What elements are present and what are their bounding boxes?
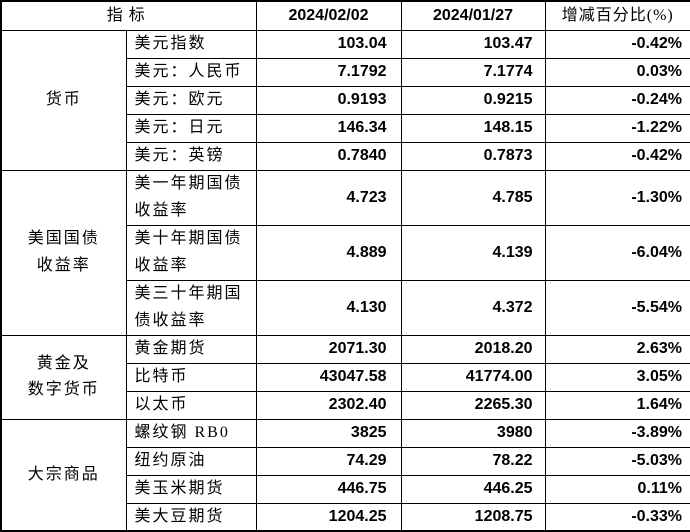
value-current: 2302.40: [255, 390, 402, 420]
table-row: 美元：英镑 0.7840 0.7873 -0.42%: [1, 141, 690, 171]
value-current: 0.7840: [255, 141, 402, 171]
row-label: 美玉米期货: [125, 474, 257, 504]
header-row: 指标 2024/02/02 2024/01/27 增减百分比(%): [0, 0, 690, 31]
group-cell-gold-and-crypto: 黄金及 数字货币: [0, 334, 127, 420]
row-label: 美元指数: [125, 29, 257, 59]
value-percent-change: 0.11%: [544, 474, 690, 504]
value-previous: 4.139: [400, 224, 546, 281]
value-percent-change: -5.54%: [544, 279, 690, 336]
value-percent-change: -0.42%: [544, 141, 690, 171]
value-previous: 103.47: [400, 29, 546, 59]
value-previous: 7.1774: [400, 57, 546, 87]
table-row: 纽约原油 74.29 78.22 -5.03%: [1, 446, 690, 476]
value-current: 1204.25: [255, 502, 402, 532]
group-cell-us-treasury-yield: 美国国债 收益率: [0, 169, 127, 336]
value-percent-change: 1.64%: [544, 390, 690, 420]
row-label: 美十年期国债 收益率: [125, 224, 257, 281]
value-previous: 3980: [400, 418, 546, 448]
value-percent-change: -0.33%: [544, 502, 690, 532]
value-previous: 446.25: [400, 474, 546, 504]
row-label: 美元：英镑: [125, 141, 257, 171]
value-previous: 148.15: [400, 113, 546, 143]
header-date-current: 2024/02/02: [255, 0, 402, 31]
value-current: 3825: [255, 418, 402, 448]
row-label: 美一年期国债 收益率: [125, 169, 257, 226]
table-row: 比特币 43047.58 41774.00 3.05%: [1, 362, 690, 392]
group-cell-currency: 货币: [0, 29, 127, 171]
table-row: 美元：人民币 7.1792 7.1774 0.03%: [1, 57, 690, 87]
value-percent-change: -0.24%: [544, 85, 690, 115]
value-current: 74.29: [255, 446, 402, 476]
row-label: 以太币: [125, 390, 257, 420]
value-current: 4.889: [255, 224, 402, 281]
value-current: 43047.58: [255, 362, 402, 392]
value-current: 146.34: [255, 113, 402, 143]
value-current: 103.04: [255, 29, 402, 59]
value-previous: 2018.20: [400, 334, 546, 364]
table-row: 美玉米期货 446.75 446.25 0.11%: [1, 474, 690, 504]
header-date-previous: 2024/01/27: [400, 0, 546, 31]
value-percent-change: -6.04%: [544, 224, 690, 281]
table-row: 美国国债 收益率 美一年期国债 收益率 4.723 4.785 -1.30%: [0, 169, 690, 336]
value-previous: 1208.75: [400, 502, 546, 532]
value-percent-change: 3.05%: [544, 362, 690, 392]
row-label: 美元：日元: [125, 113, 257, 143]
table-row: 美三十年期国 债收益率 4.130 4.372 -5.54%: [1, 279, 690, 336]
value-current: 446.75: [255, 474, 402, 504]
value-previous: 41774.00: [400, 362, 546, 392]
header-indicator: 指标: [0, 0, 257, 31]
row-label: 黄金期货: [125, 334, 257, 364]
value-previous: 4.372: [400, 279, 546, 336]
value-current: 4.723: [255, 169, 402, 226]
row-label: 螺纹钢 RB0: [125, 418, 257, 448]
value-current: 4.130: [255, 279, 402, 336]
value-percent-change: -1.22%: [544, 113, 690, 143]
value-percent-change: -1.30%: [544, 169, 690, 226]
table-row: 货币 美元指数 103.04 103.47 -0.42%: [0, 29, 690, 171]
value-previous: 4.785: [400, 169, 546, 226]
row-label: 美大豆期货: [125, 502, 257, 532]
value-percent-change: 2.63%: [544, 334, 690, 364]
value-percent-change: -0.42%: [544, 29, 690, 59]
row-label: 美三十年期国 债收益率: [125, 279, 257, 336]
row-label: 美元：欧元: [125, 85, 257, 115]
value-current: 2071.30: [255, 334, 402, 364]
value-previous: 2265.30: [400, 390, 546, 420]
value-previous: 0.9215: [400, 85, 546, 115]
value-previous: 78.22: [400, 446, 546, 476]
table-row: 大宗商品 螺纹钢 RB0 3825 3980 -3.89%: [0, 418, 690, 532]
value-current: 0.9193: [255, 85, 402, 115]
value-current: 7.1792: [255, 57, 402, 87]
value-previous: 0.7873: [400, 141, 546, 171]
value-percent-change: 0.03%: [544, 57, 690, 87]
value-percent-change: -5.03%: [544, 446, 690, 476]
value-percent-change: -3.89%: [544, 418, 690, 448]
row-label: 美元：人民币: [125, 57, 257, 87]
table-row: 黄金及 数字货币 黄金期货 2071.30 2018.20 2.63%: [0, 334, 690, 420]
table-row: 美大豆期货 1204.25 1208.75 -0.33%: [1, 502, 690, 532]
row-label: 比特币: [125, 362, 257, 392]
header-percent-change: 增减百分比(%): [544, 0, 690, 31]
group-cell-commodities: 大宗商品: [0, 418, 127, 532]
row-label: 纽约原油: [125, 446, 257, 476]
